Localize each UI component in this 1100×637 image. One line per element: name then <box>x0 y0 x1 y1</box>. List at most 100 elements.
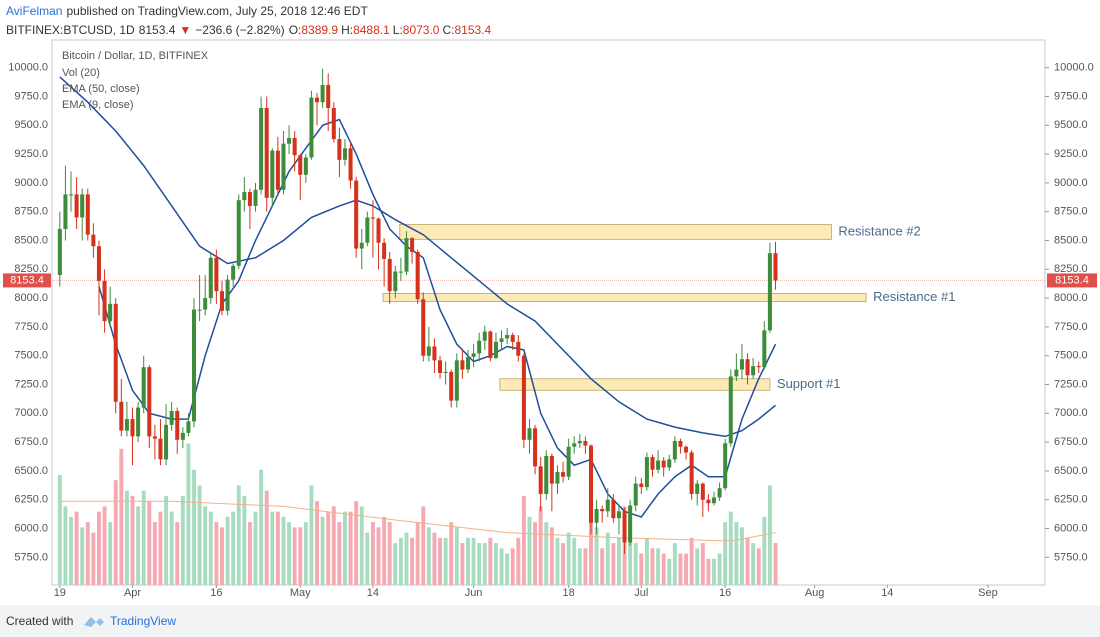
candle-body <box>270 150 275 198</box>
candle-body <box>639 483 644 488</box>
volume-bar <box>225 516 230 585</box>
candle-body <box>622 511 627 543</box>
y-tick-label-left: 6750.0 <box>14 436 48 448</box>
candle-body <box>287 137 292 144</box>
candle-body <box>320 84 325 103</box>
brand[interactable]: TradingView <box>110 614 177 628</box>
volume-bar <box>220 527 224 585</box>
ohlc-item: L:8073.0 <box>393 23 440 37</box>
volume-bar <box>477 543 482 585</box>
candle-body <box>672 440 677 460</box>
candle-body <box>460 360 465 370</box>
candle-body <box>594 508 599 523</box>
candle-body <box>309 97 314 158</box>
volume-bar <box>119 448 124 585</box>
y-tick-label-right: 7000.0 <box>1054 407 1088 419</box>
y-tick-label-right: 10000.0 <box>1054 62 1094 74</box>
author[interactable]: AviFelman <box>6 4 63 18</box>
volume-bar <box>152 522 157 585</box>
candle-body <box>219 291 224 311</box>
candle-body <box>63 194 68 229</box>
ohlc-item: C:8153.4 <box>442 23 491 37</box>
candle-body <box>365 217 370 243</box>
candle-body <box>555 472 560 484</box>
y-tick-label-left: 8750.0 <box>14 206 48 218</box>
price-tag-label: 8153.4 <box>10 274 44 286</box>
candle-body <box>147 367 152 437</box>
candle-body <box>404 238 409 272</box>
volume-bar <box>767 485 772 585</box>
candle-body <box>410 238 415 253</box>
y-tick-label-left: 6250.0 <box>14 494 48 506</box>
candle-body <box>113 303 118 402</box>
volume-bar <box>589 501 593 585</box>
volume-bar <box>192 469 196 585</box>
chart-title: Bitcoin / Dollar, 1D, BITFINEX <box>62 50 209 62</box>
candle-body <box>471 353 476 357</box>
change: −236.6 (−2.82%) <box>195 23 285 37</box>
y-tick-label-right: 8000.0 <box>1054 292 1088 304</box>
volume-bar <box>147 501 152 585</box>
volume-bar <box>650 548 655 585</box>
candle-body <box>695 483 700 494</box>
ohlc-item: H:8488.1 <box>341 23 390 37</box>
price-tag-label: 8153.4 <box>1055 274 1089 286</box>
legend-entry: EMA (50, close) <box>62 83 140 95</box>
y-tick-label-right: 9250.0 <box>1054 148 1088 160</box>
candle-body <box>175 411 180 440</box>
candle-body <box>516 341 521 356</box>
volume-bar <box>516 537 521 585</box>
volume-bar <box>739 527 744 585</box>
volume-bar <box>348 511 353 585</box>
volume-bar <box>113 480 118 585</box>
logo-shape <box>84 617 104 627</box>
candle-body <box>331 107 336 140</box>
volume-bar <box>253 511 258 585</box>
volume-bar <box>376 527 381 585</box>
y-tick-label-left: 7000.0 <box>14 407 48 419</box>
candle-body <box>393 271 398 292</box>
x-tick-label: 16 <box>719 587 731 599</box>
ohlc: O:8389.9 H:8488.1 L:8073.0 C:8153.4 <box>289 23 492 37</box>
candle-body <box>275 150 280 190</box>
y-tick-label-right: 9750.0 <box>1054 90 1088 102</box>
candle-body <box>527 428 532 440</box>
candle-body <box>382 242 387 259</box>
volume-bar <box>359 506 364 585</box>
volume-bar <box>354 501 359 585</box>
volume-bar <box>460 543 465 585</box>
chart: Bitcoin / Dollar, 1D, BITFINEX Resistanc… <box>3 39 1097 599</box>
y-tick-label-left: 9500.0 <box>14 119 48 131</box>
volume-bar <box>74 511 79 585</box>
volume-bar <box>734 522 739 585</box>
volume-bar <box>466 537 470 585</box>
candle-body <box>616 511 621 519</box>
candle-body <box>74 194 79 218</box>
last: 8153.4 <box>138 23 176 37</box>
candle-body <box>454 360 459 401</box>
ohlc-label: C: <box>442 23 455 37</box>
candle-body <box>650 457 655 470</box>
volume-bar <box>247 522 252 585</box>
x-tick-label: Sep <box>978 587 998 599</box>
x-tick-label: 19 <box>54 587 66 599</box>
candle-body <box>745 359 750 376</box>
volume-bar <box>91 532 96 585</box>
candle-body <box>152 436 157 439</box>
volume-bar <box>493 543 498 585</box>
candle-body <box>253 189 258 206</box>
volume-bar <box>678 553 683 585</box>
y-tick-label-left: 6500.0 <box>14 465 48 477</box>
y-tick-label-right: 8750.0 <box>1054 206 1088 218</box>
volume-bar <box>426 527 431 585</box>
candle-body <box>465 356 470 370</box>
volume-bar <box>449 522 454 585</box>
candle-body <box>505 334 510 339</box>
volume-bar <box>275 511 280 585</box>
candle-body <box>387 258 392 292</box>
candle-body <box>231 265 236 280</box>
candle-body <box>493 341 498 359</box>
zone-label: Resistance #1 <box>873 289 955 304</box>
y-tick-label-right: 8250.0 <box>1054 263 1088 275</box>
logo <box>84 617 104 627</box>
